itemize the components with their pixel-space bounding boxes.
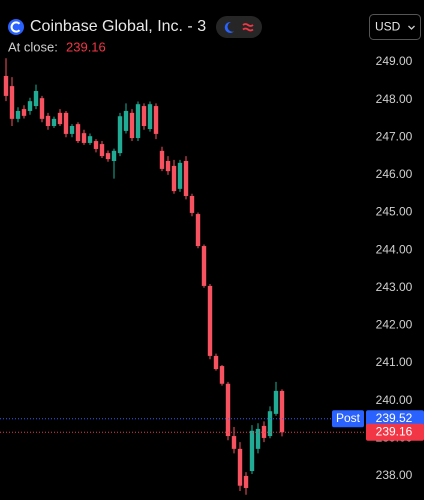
- candle-body: [249, 430, 255, 472]
- candle-body: [231, 436, 237, 449]
- candle-body: [33, 91, 39, 107]
- candle-body: [219, 366, 225, 384]
- at-close-value: 239.16: [66, 39, 106, 54]
- candle-body: [69, 126, 75, 134]
- candle-body: [63, 112, 69, 134]
- y-tick-label: 245.00: [376, 205, 413, 219]
- logo-glyph: [10, 21, 21, 33]
- candle-body: [99, 144, 105, 157]
- candle-body: [273, 390, 279, 414]
- candle-body: [165, 161, 171, 172]
- candle-body: [279, 390, 285, 433]
- candle-body: [117, 116, 123, 154]
- candle-body: [9, 86, 15, 119]
- wave-icon: [242, 23, 254, 32]
- candle-body: [183, 161, 189, 196]
- candle-body: [75, 124, 81, 142]
- candle-body: [135, 104, 141, 139]
- candle-body: [57, 112, 63, 125]
- candle-body: [105, 153, 111, 160]
- price-labels: 249.00 248.00 247.00 246.00 245.00 244.00 243.…: [332, 54, 424, 482]
- candle-body: [225, 383, 231, 437]
- candle-body: [153, 106, 159, 134]
- y-tick-label: 238.00: [376, 468, 413, 482]
- currency-label: USD: [375, 20, 401, 34]
- candle-body: [237, 448, 243, 486]
- candle-body: [81, 133, 87, 143]
- candle-body: [111, 150, 117, 161]
- candle-body: [267, 411, 273, 437]
- y-tick-label: 249.00: [376, 54, 413, 68]
- session-pill[interactable]: [216, 16, 262, 38]
- candle-body: [93, 141, 99, 149]
- candle-body: [195, 214, 201, 247]
- currency-button[interactable]: [369, 14, 421, 40]
- candle-body: [129, 112, 135, 139]
- y-tick-label: 247.00: [376, 129, 413, 143]
- logo: [8, 19, 24, 35]
- candle-body: [15, 110, 21, 119]
- moon-icon: [224, 21, 234, 33]
- candle-body: [27, 101, 33, 111]
- candle-body: [255, 428, 261, 449]
- candle-body: [45, 115, 51, 127]
- chevron: [408, 25, 415, 30]
- candle-body: [243, 475, 249, 488]
- y-tick-label: 242.00: [376, 318, 413, 332]
- candle-body: [213, 355, 219, 370]
- candle-body: [51, 118, 57, 127]
- candle-body: [87, 136, 93, 143]
- candle-body: [21, 109, 27, 116]
- post-tag-box: [332, 410, 364, 428]
- candle-body: [177, 162, 183, 189]
- post-price-label: 239.52: [376, 411, 413, 425]
- at-close-label: At close:: [8, 39, 58, 54]
- close-price-box: [366, 423, 424, 441]
- candle-body: [39, 98, 45, 119]
- y-tick-label: 240.00: [376, 393, 413, 407]
- y-tick-label: 246.00: [376, 167, 413, 181]
- candle-body: [3, 75, 9, 96]
- plot: [0, 58, 366, 495]
- y-tick-label: 243.00: [376, 280, 413, 294]
- candle-body: [189, 195, 195, 213]
- y-tick-label: 244.00: [376, 242, 413, 256]
- post-tag: Post: [336, 411, 361, 425]
- title: Coinbase Global, Inc. - 3: [30, 18, 206, 35]
- candle-body: [207, 285, 213, 356]
- candle-body: [159, 150, 165, 169]
- y-tick-label: 241.00: [376, 355, 413, 369]
- candle-body: [201, 246, 207, 286]
- y-tick-label: 248.00: [376, 92, 413, 106]
- candle-body: [141, 106, 147, 127]
- post-price-box: [366, 410, 424, 428]
- close-price-label: 239.16: [376, 424, 413, 438]
- candle-body: [147, 104, 153, 130]
- candle-body: [171, 165, 177, 192]
- candle-body: [123, 110, 129, 131]
